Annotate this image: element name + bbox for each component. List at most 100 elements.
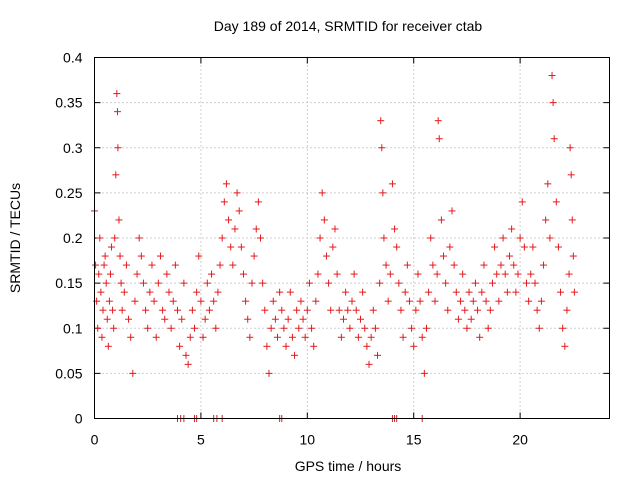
data-point — [154, 279, 162, 287]
data-point — [250, 252, 258, 260]
data-point — [478, 288, 486, 296]
data-point — [442, 279, 450, 287]
data-point — [557, 288, 565, 296]
data-point — [482, 297, 490, 305]
data-point — [97, 288, 105, 296]
data-point — [99, 306, 107, 314]
data-point — [282, 342, 290, 350]
data-point — [531, 279, 539, 287]
data-point — [567, 171, 575, 179]
data-point — [549, 99, 557, 107]
data-point — [335, 306, 343, 314]
data-point — [431, 297, 439, 305]
data-point — [180, 279, 188, 287]
plot-frame — [94, 57, 610, 419]
y-tick-label: 0.1 — [63, 320, 83, 336]
data-point — [554, 243, 562, 251]
data-point — [412, 306, 420, 314]
data-point — [246, 333, 254, 341]
data-point — [169, 297, 177, 305]
x-tick-label: 15 — [406, 432, 422, 448]
data-point — [288, 333, 296, 341]
data-point — [222, 180, 230, 188]
data-point — [570, 288, 578, 296]
data-point — [201, 315, 209, 323]
data-point — [265, 369, 273, 377]
data-point — [514, 270, 522, 278]
data-point — [318, 189, 326, 197]
data-point — [103, 315, 111, 323]
data-point — [371, 324, 379, 332]
data-point — [450, 261, 458, 269]
y-tick-label: 0.3 — [63, 140, 83, 156]
data-point — [161, 315, 169, 323]
data-point — [384, 297, 392, 305]
data-point — [374, 351, 382, 359]
data-point — [563, 306, 571, 314]
data-point — [344, 306, 352, 314]
data-point — [401, 288, 409, 296]
scatter-points — [91, 72, 578, 422]
data-point — [348, 297, 356, 305]
data-point — [461, 306, 469, 314]
data-point — [463, 324, 471, 332]
grid — [94, 57, 610, 419]
data-point — [156, 252, 164, 260]
y-tick-label: 0.05 — [55, 365, 82, 381]
data-point — [92, 261, 100, 269]
data-point — [113, 90, 121, 98]
data-point — [239, 270, 247, 278]
data-point — [493, 270, 501, 278]
data-point — [388, 180, 396, 188]
data-point — [108, 243, 116, 251]
data-point — [310, 342, 318, 350]
data-point — [391, 225, 399, 233]
y-tick-label: 0.35 — [55, 95, 82, 111]
data-point — [114, 144, 122, 152]
data-point — [365, 360, 373, 368]
data-point — [297, 297, 305, 305]
data-point — [437, 216, 445, 224]
data-point — [284, 315, 292, 323]
data-point — [410, 342, 418, 350]
data-point — [182, 351, 190, 359]
data-point — [378, 144, 386, 152]
data-point — [459, 270, 467, 278]
data-point — [195, 252, 203, 260]
data-point — [429, 261, 437, 269]
data-point — [152, 333, 160, 341]
data-point — [448, 207, 456, 215]
data-point — [569, 252, 577, 260]
data-point — [116, 252, 124, 260]
data-point — [484, 324, 492, 332]
data-point — [339, 315, 347, 323]
data-point — [203, 279, 211, 287]
data-point — [167, 324, 175, 332]
data-point — [559, 324, 567, 332]
data-point — [191, 324, 199, 332]
data-point — [501, 270, 509, 278]
data-point — [329, 243, 337, 251]
data-point — [231, 225, 239, 233]
data-point — [293, 306, 301, 314]
data-point — [446, 243, 454, 251]
data-point — [171, 261, 179, 269]
data-point — [142, 306, 150, 314]
data-point — [127, 333, 135, 341]
data-point — [427, 234, 435, 242]
data-point — [278, 306, 286, 314]
data-point — [523, 279, 531, 287]
data-point — [173, 306, 181, 314]
data-point — [125, 315, 133, 323]
data-point — [193, 288, 201, 296]
data-point — [113, 108, 121, 116]
data-point — [540, 261, 548, 269]
y-tick-label: 0.25 — [55, 185, 82, 201]
data-point — [312, 297, 320, 305]
x-tick-label: 5 — [197, 432, 205, 448]
data-point — [269, 297, 277, 305]
data-point — [342, 288, 350, 296]
data-point — [544, 180, 552, 188]
data-point — [377, 117, 385, 125]
